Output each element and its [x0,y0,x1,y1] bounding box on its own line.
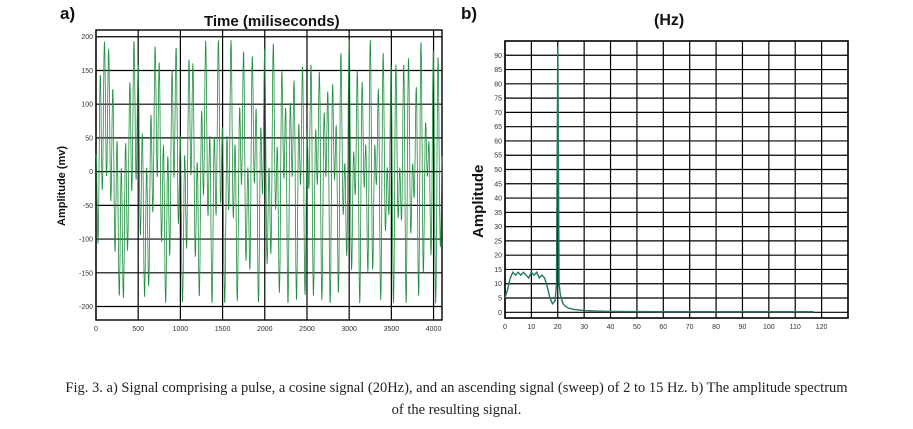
ytick-b: 85 [494,67,502,74]
ytick-a: -100 [79,237,93,244]
ytick-b: 90 [494,53,502,60]
panel-a-label: a) [60,4,76,23]
xtick-b: 90 [739,324,747,331]
ytick-b: 10 [494,281,502,288]
ytick-a: 50 [85,135,93,142]
xtick-b: 0 [503,324,507,331]
xtick-a: 1000 [173,326,189,333]
ytick-a: -200 [79,304,93,311]
chart-b-title: (Hz) [654,12,685,29]
xtick-b: 10 [527,324,535,331]
xtick-b: 110 [790,324,801,331]
ytick-b: 5 [498,296,502,303]
ytick-b: 30 [494,224,502,231]
ytick-a: 0 [89,169,93,176]
signal-line [95,39,443,305]
ytick-b: 25 [494,238,502,245]
panel-b-label: b) [461,4,478,23]
ytick-b: 0 [498,310,502,317]
ytick-a: 200 [81,34,93,41]
xtick-b: 100 [763,324,775,331]
ytick-a: 150 [81,68,93,75]
xtick-b: 30 [580,324,588,331]
spectrum-line [504,46,814,313]
xtick-b: 80 [712,324,720,331]
ytick-b: 35 [494,210,502,217]
xtick-b: 60 [659,324,667,331]
ytick-b: 65 [494,124,502,131]
xtick-b: 50 [633,324,641,331]
ytick-a: -150 [79,270,93,277]
xtick-b: 70 [686,324,694,331]
ytick-b: 70 [494,110,502,117]
xtick-a: 500 [132,326,144,333]
ytick-b: 20 [494,253,502,260]
xtick-a: 3000 [341,326,357,333]
xtick-a: 1500 [215,326,231,333]
ytick-b: 50 [494,167,502,174]
ytick-b: 60 [494,138,502,145]
xtick-a: 2000 [257,326,273,333]
xtick-a: 4000 [426,326,442,333]
chart-a-title: Time (miliseconds) [204,13,340,30]
xtick-a: 2500 [299,326,315,333]
ytick-a: 100 [81,102,93,109]
xtick-b: 40 [607,324,615,331]
ytick-b: 55 [494,153,502,160]
ytick-b: 40 [494,196,502,203]
xtick-b: 20 [554,324,562,331]
ytick-b: 75 [494,96,502,103]
xtick-a: 3500 [384,326,400,333]
ytick-b: 45 [494,181,502,188]
ytick-a: -50 [83,203,93,210]
plot-b-frame [504,40,849,319]
caption-line-2: of the resulting signal. [391,402,522,418]
xtick-a: 0 [94,326,98,333]
xtick-b: 120 [816,324,828,331]
ytick-b: 15 [494,267,502,274]
figure-caption: Fig. 3. a) Signal comprising a pulse, a … [0,377,913,421]
caption-line-1: Fig. 3. a) Signal comprising a pulse, a … [65,380,848,396]
ytick-b: 80 [494,81,502,88]
